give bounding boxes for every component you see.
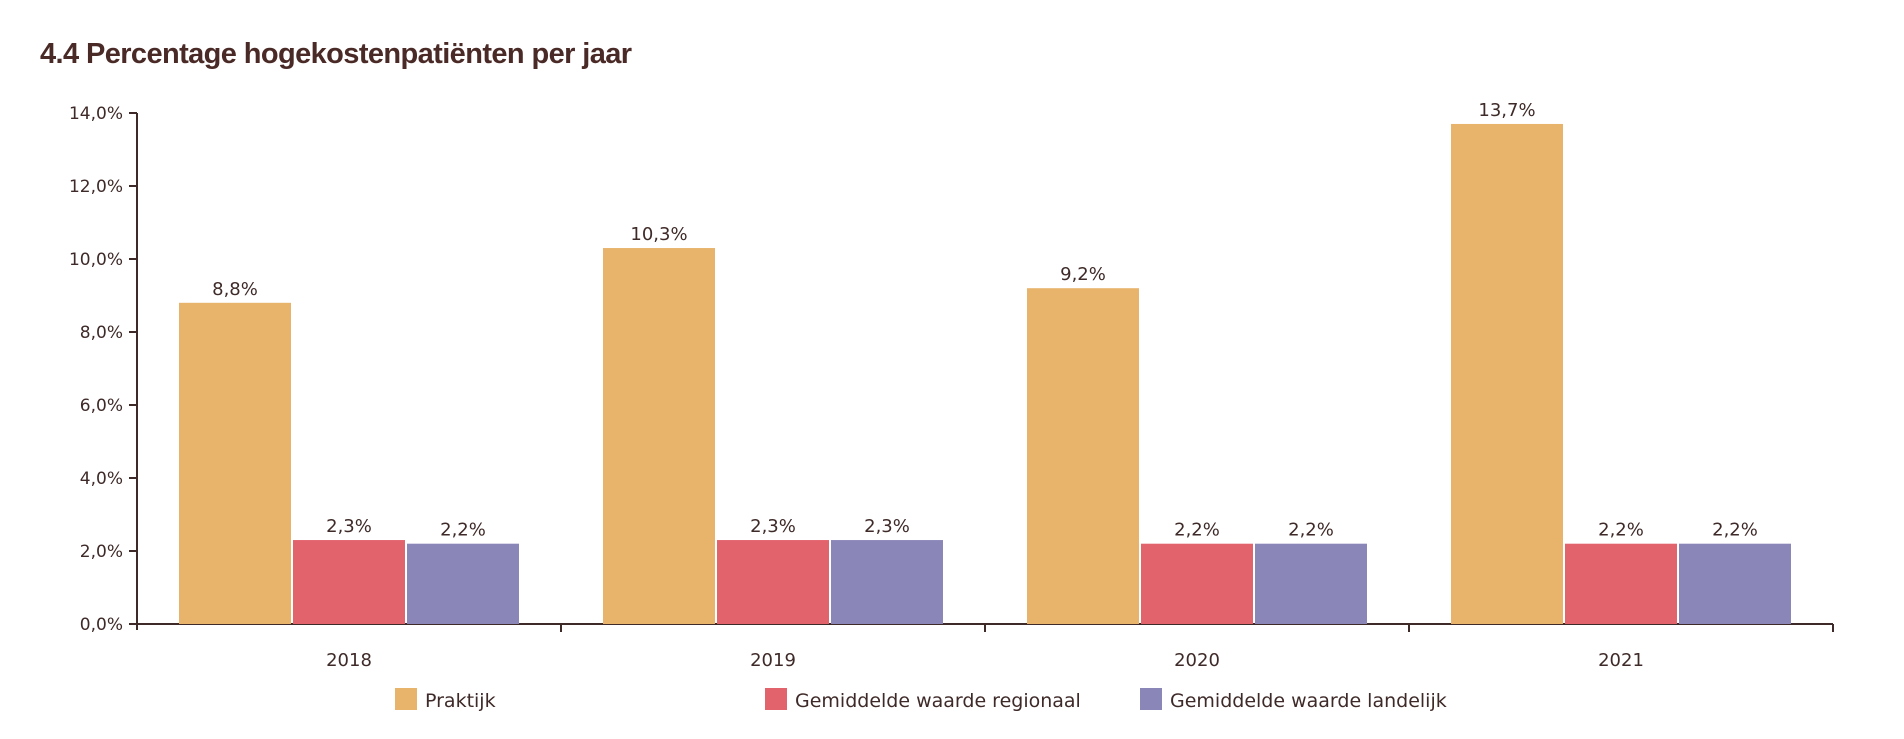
legend-label-1: Praktijk: [425, 690, 496, 712]
bar-2018-series-3: [407, 543, 519, 624]
bar-2021-series-2: [1565, 543, 1677, 624]
legend-swatch-1: [395, 688, 417, 710]
x-tick-label: 2021: [1598, 650, 1644, 671]
bar-2020-series-1: [1027, 288, 1139, 624]
y-tick-label: 4,0%: [80, 469, 123, 489]
data-label: 10,3%: [630, 224, 687, 245]
data-label: 13,7%: [1478, 100, 1535, 121]
data-label: 2,3%: [864, 516, 910, 537]
bar-2019-series-1: [603, 248, 715, 625]
bar-2019-series-3: [831, 540, 943, 624]
x-tick-label: 2019: [750, 650, 796, 671]
bar-2018-series-1: [179, 302, 291, 624]
y-tick-label: 10,0%: [69, 250, 123, 270]
bar-2020-series-3: [1255, 543, 1367, 624]
data-label: 9,2%: [1060, 264, 1106, 285]
data-label: 2,2%: [440, 520, 486, 541]
data-label: 2,2%: [1288, 520, 1334, 541]
y-tick-label: 12,0%: [69, 177, 123, 197]
y-tick-label: 2,0%: [80, 542, 123, 562]
bar-2018-series-2: [293, 540, 405, 624]
y-tick-label: 0,0%: [80, 615, 123, 635]
data-label: 2,3%: [750, 516, 796, 537]
data-label: 2,2%: [1174, 520, 1220, 541]
x-tick-label: 2018: [326, 650, 372, 671]
chart-title: 4.4 Percentage hogekostenpatiënten per j…: [40, 38, 632, 70]
legend-swatch-2: [765, 688, 787, 710]
legend-swatch-3: [1140, 688, 1162, 710]
data-label: 2,2%: [1712, 520, 1758, 541]
y-tick-label: 14,0%: [69, 104, 123, 124]
legend-label-2: Gemiddelde waarde regionaal: [795, 690, 1081, 712]
bar-2021-series-1: [1451, 123, 1563, 624]
data-label: 8,8%: [212, 279, 258, 300]
bar-2021-series-3: [1679, 543, 1791, 624]
data-label: 2,3%: [326, 516, 372, 537]
y-tick-label: 6,0%: [80, 396, 123, 416]
data-label: 2,2%: [1598, 520, 1644, 541]
y-tick-label: 8,0%: [80, 323, 123, 343]
bar-2020-series-2: [1141, 543, 1253, 624]
x-tick-label: 2020: [1174, 650, 1220, 671]
bar-2019-series-2: [717, 540, 829, 624]
legend-label-3: Gemiddelde waarde landelijk: [1170, 690, 1447, 712]
